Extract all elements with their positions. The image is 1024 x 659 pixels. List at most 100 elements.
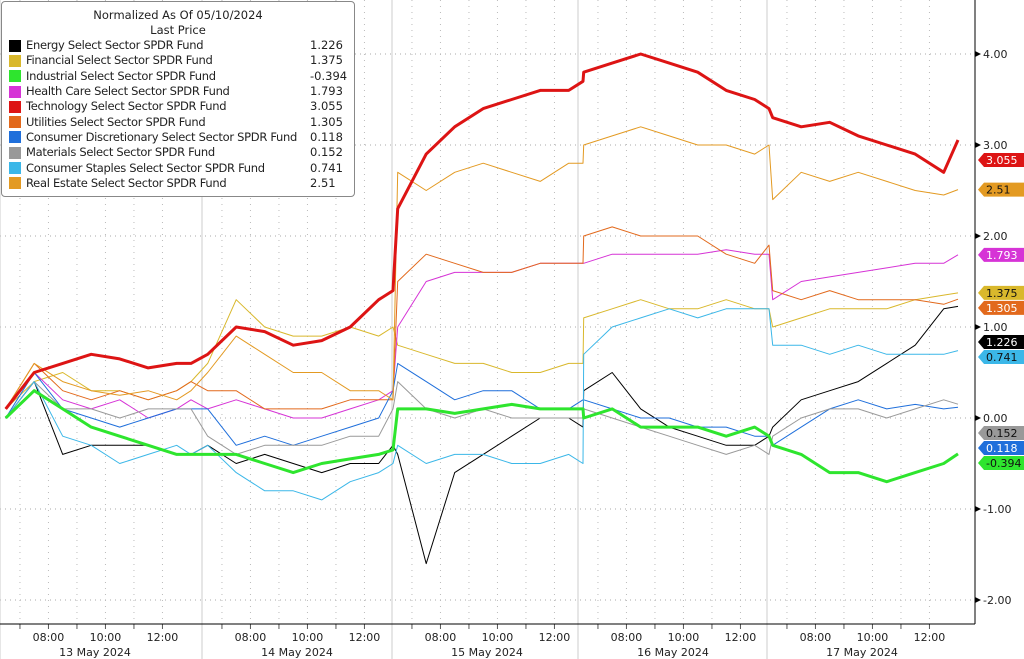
legend-item: Industrial Select Sector SPDR Fund -0.394 (2, 69, 354, 84)
value-tag-label: 2.51 (986, 184, 1011, 197)
x-time-label: 12:00 (147, 631, 179, 644)
legend-item: Technology Select Sector SPDR Fund 3.055 (2, 99, 354, 114)
legend-swatch (9, 177, 21, 190)
legend-item: Real Estate Select Sector SPDR Fund 2.51 (2, 176, 354, 191)
legend-series-value: 0.152 (310, 145, 343, 160)
legend-series-value: 0.741 (310, 160, 343, 175)
value-tag (978, 441, 1024, 455)
legend-series-name: Industrial Select Sector SPDR Fund (26, 68, 216, 83)
legend-item: Consumer Discretionary Select Sector SPD… (2, 130, 354, 145)
value-tag-label: 0.741 (986, 351, 1018, 364)
legend-series-value: 1.226 (310, 38, 343, 53)
legend-series-name: Real Estate Select Sector SPDR Fund (26, 175, 227, 190)
legend-swatch (9, 146, 21, 159)
y-tick-mark (975, 324, 981, 330)
legend-series-value: 1.305 (310, 114, 343, 129)
x-date-label: 17 May 2024 (826, 646, 898, 659)
legend-item: Utilities Select Sector SPDR Fund 1.305 (2, 114, 354, 129)
value-tag-label: 1.375 (986, 287, 1018, 300)
legend-series-value: 1.793 (310, 84, 343, 99)
legend-swatch (9, 131, 21, 144)
x-time-label: 12:00 (725, 631, 757, 644)
value-tag (978, 285, 1024, 300)
legend-item: Energy Select Sector SPDR Fund 1.226 (2, 38, 354, 53)
x-time-label: 10:00 (668, 631, 700, 644)
value-tag-label: 1.793 (986, 249, 1018, 262)
legend-series-name: Materials Select Sector SPDR Fund (26, 145, 215, 160)
legend-rows: Energy Select Sector SPDR Fund 1.226 Finan… (2, 38, 354, 191)
value-tag (978, 426, 1024, 440)
legend-swatch (9, 100, 21, 113)
legend: Normalized As Of 05/10/2024 Last Price E… (1, 1, 355, 197)
legend-item: Consumer Staples Select Sector SPDR Fund… (2, 160, 354, 175)
x-time-label: 08:00 (800, 631, 832, 644)
series-line (4, 389, 959, 484)
legend-series-value: 2.51 (310, 175, 336, 190)
legend-series-value: 3.055 (310, 99, 343, 114)
value-tag (978, 456, 1024, 470)
y-tick-label: 0.00 (983, 412, 1008, 425)
legend-series-name: Utilities Select Sector SPDR Fund (26, 114, 206, 129)
legend-item: Materials Select Sector SPDR Fund 0.152 (2, 145, 354, 160)
value-tag-label: 0.152 (986, 427, 1018, 440)
legend-swatch (9, 116, 21, 129)
series-line (5, 362, 959, 446)
legend-series-name: Energy Select Sector SPDR Fund (26, 38, 204, 53)
value-tag (978, 182, 1024, 197)
x-date-label: 16 May 2024 (637, 646, 709, 659)
x-time-label: 08:00 (611, 631, 643, 644)
legend-title: Normalized As Of 05/10/2024 (93, 8, 263, 22)
value-tag (978, 153, 1024, 167)
x-date-label: 13 May 2024 (59, 646, 131, 659)
x-time-label: 12:00 (349, 631, 381, 644)
legend-series-value: -0.394 (310, 68, 348, 83)
y-tick-label: 4.00 (983, 48, 1008, 61)
legend-series-value: 0.118 (310, 129, 343, 144)
y-tick-mark (975, 233, 981, 239)
value-tag-label: 1.226 (986, 336, 1018, 349)
legend-swatch (9, 54, 21, 67)
legend-series-name: Technology Select Sector SPDR Fund (26, 99, 227, 114)
x-date-label: 15 May 2024 (451, 646, 523, 659)
series-line (5, 381, 959, 455)
value-tag-label: 0.118 (986, 442, 1018, 455)
x-time-label: 08:00 (33, 631, 65, 644)
series-line (5, 126, 959, 410)
legend-series-name: Consumer Staples Select Sector SPDR Fund (26, 160, 265, 175)
value-tag (978, 247, 1024, 262)
x-time-label: 12:00 (539, 631, 571, 644)
series-line (5, 249, 959, 419)
y-tick-mark (975, 597, 981, 603)
x-time-label: 10:00 (482, 631, 514, 644)
x-time-label: 08:00 (425, 631, 457, 644)
x-time-label: 08:00 (235, 631, 267, 644)
value-tag-label: 1.305 (986, 302, 1018, 315)
y-tick-label: -2.00 (983, 594, 1011, 607)
legend-swatch (9, 85, 21, 98)
legend-subtitle: Last Price (150, 23, 206, 37)
value-tag (978, 300, 1024, 315)
series-line (5, 308, 959, 501)
y-tick-label: 2.00 (983, 230, 1008, 243)
legend-item: Financial Select Sector SPDR Fund 1.375 (2, 53, 354, 68)
legend-swatch (9, 162, 21, 175)
y-tick-label: 3.00 (983, 139, 1008, 152)
y-tick-mark (975, 51, 981, 57)
series-line (4, 52, 960, 410)
x-time-label: 10:00 (90, 631, 122, 644)
y-tick-label: 1.00 (983, 321, 1008, 334)
y-tick-mark (975, 142, 981, 148)
value-tag-label: -0.394 (986, 457, 1021, 470)
value-tag (978, 350, 1024, 364)
x-date-label: 14 May 2024 (261, 646, 333, 659)
y-tick-mark (975, 415, 981, 421)
legend-swatch (9, 39, 21, 52)
value-tag (978, 335, 1024, 349)
y-tick-mark (975, 506, 981, 512)
legend-series-name: Financial Select Sector SPDR Fund (26, 53, 213, 68)
x-time-label: 10:00 (857, 631, 889, 644)
x-time-label: 10:00 (292, 631, 324, 644)
series-line (5, 305, 959, 565)
legend-item: Health Care Select Sector SPDR Fund 1.793 (2, 84, 354, 99)
